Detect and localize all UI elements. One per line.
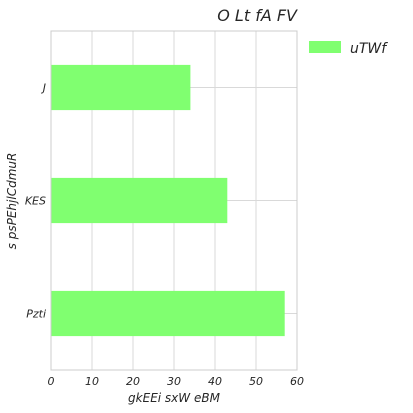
y-axis-label: s psPEhjlCdmuR	[5, 153, 19, 250]
legend: uTWf	[309, 41, 388, 57]
chart-title: O Lt fA FV	[217, 6, 298, 25]
legend-label-0: uTWf	[350, 41, 388, 57]
x-tick-label: 20	[126, 375, 140, 388]
y-tick-label: J	[41, 82, 46, 95]
axes: 0 10 20 30 40 50 60 J KES Pzti	[25, 30, 304, 388]
x-tick-label: 40	[208, 375, 222, 388]
x-tick-label: 60	[290, 375, 304, 388]
plot-frame	[50, 30, 298, 371]
bar	[51, 64, 191, 111]
x-axis-label: gkEEi sxW eBM	[128, 391, 221, 405]
y-tick-label: Pzti	[26, 308, 46, 321]
bar	[51, 290, 285, 337]
x-tick-label: 0	[48, 375, 55, 388]
x-tick-label: 30	[167, 375, 181, 388]
legend-swatch-0	[309, 41, 341, 53]
bars	[51, 64, 285, 337]
x-tick-label: 10	[85, 375, 99, 388]
x-tick-label: 50	[249, 375, 263, 388]
y-tick-label: KES	[25, 195, 46, 208]
bar	[51, 177, 228, 224]
